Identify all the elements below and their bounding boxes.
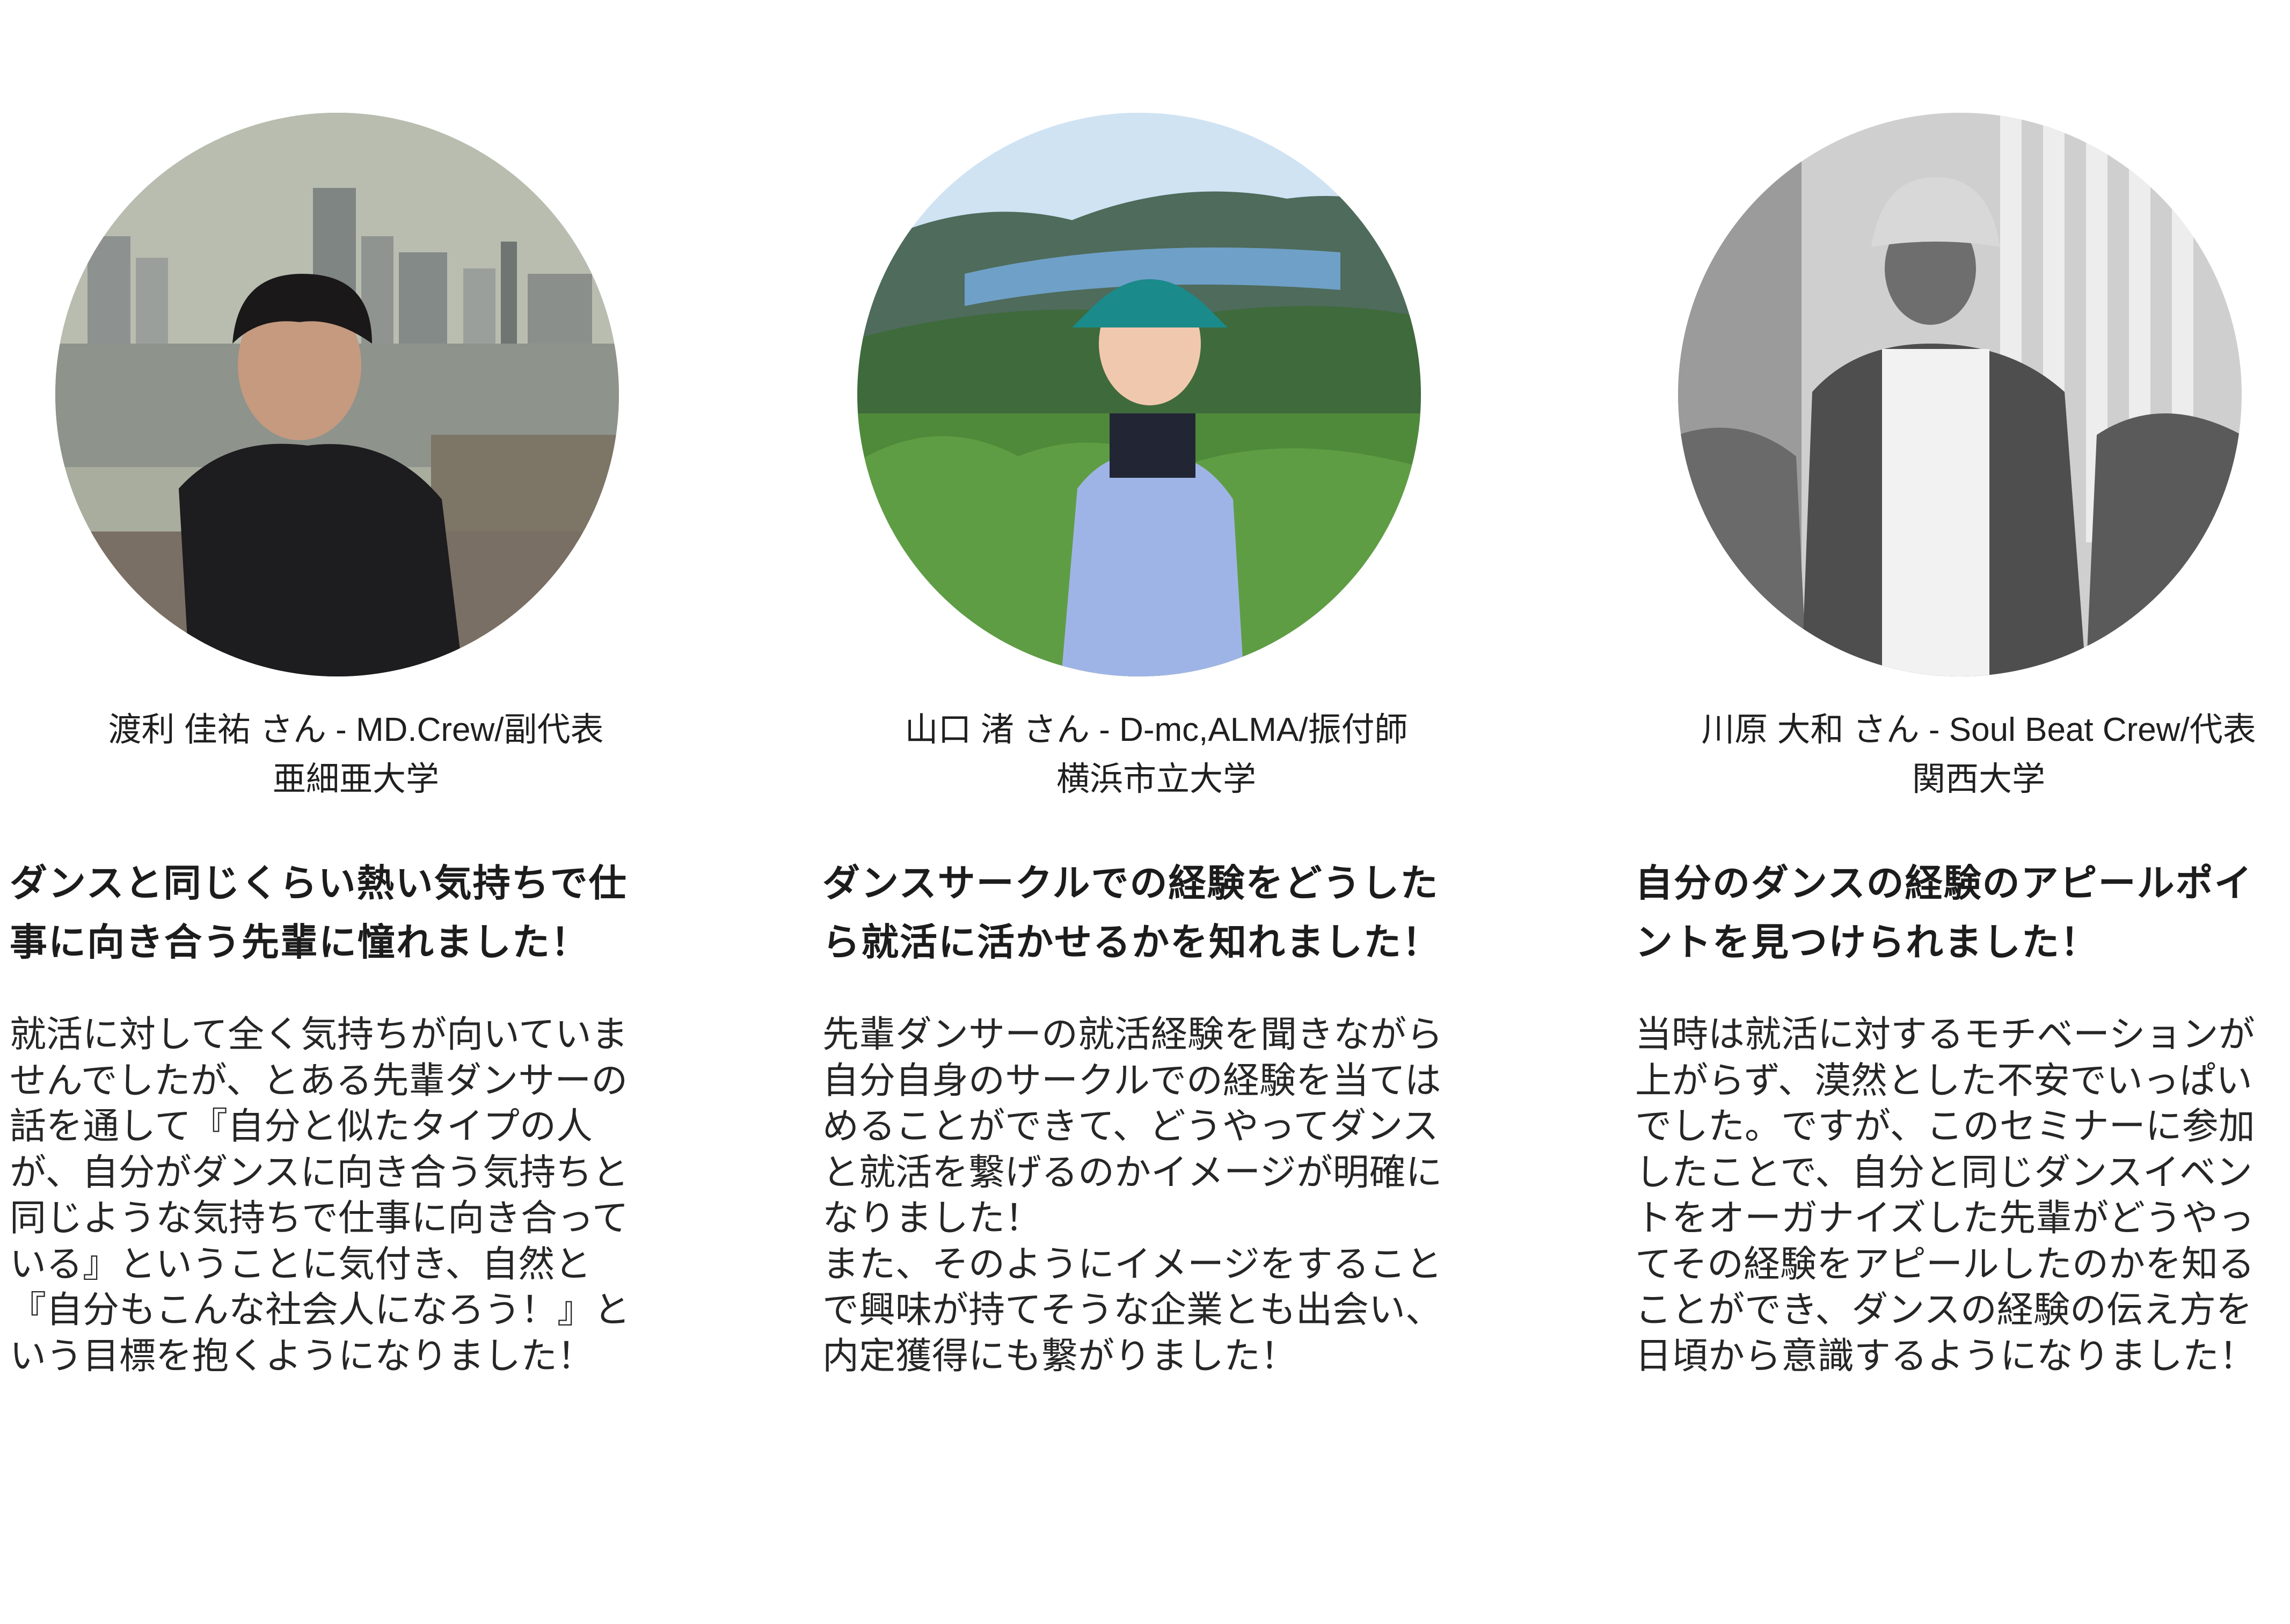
person-school-2: 横浜市立大学 — [1056, 761, 1256, 798]
testimonial-headline-2: ダンスサークルでの経験をどうしたら就活に活かせるかを知れました！ — [822, 861, 1441, 964]
testimonial-body-3: 当時は就活に対するモチベーションが上がらず、漠然とした不安でいっぱいでした。です… — [1635, 1014, 2256, 1378]
testimonial-body-1: 就活に対して全く気持ちが向いていませんでしたが、とある先輩ダンサーの話を通して『… — [10, 1014, 631, 1378]
person-name-2: 山口 渚 さん - D-mc,ALMA/振付師 — [905, 711, 1408, 748]
testimonial-body-2: 先輩ダンサーの就活経験を聞きながら自分自身のサークルでの経験を当てはめることがで… — [822, 1014, 1443, 1378]
person-name-3: 川原 大和 さん - Soul Beat Crew/代表 — [1701, 711, 2256, 748]
testimonial-card-2: 山口 渚 さん - D-mc,ALMA/振付師 横浜市立大学 ダンスサークルでの… — [822, 0, 1477, 1624]
avatar-photo-2 — [857, 113, 1421, 676]
testimonial-card-1: 渡利 佳祐 さん - MD.Crew/副代表 亜細亜大学 ダンスと同じくらい熱い… — [10, 0, 665, 1624]
person-school-1: 亜細亜大学 — [272, 761, 439, 798]
testimonial-card-3: 川原 大和 さん - Soul Beat Crew/代表 関西大学 自分のダンス… — [1635, 0, 2290, 1624]
testimonial-headline-3: 自分のダンスの経験のアピールポイントを見つけられました！ — [1635, 861, 2253, 964]
avatar-photo-1 — [55, 113, 619, 676]
testimonial-headline-1: ダンスと同じくらい熱い気持ちで仕事に向き合う先輩に憧れました！ — [10, 861, 628, 964]
person-name-1: 渡利 佳祐 さん - MD.Crew/副代表 — [108, 711, 604, 748]
person-school-3: 関西大学 — [1912, 761, 2045, 798]
avatar-photo-3 — [1678, 113, 2242, 676]
